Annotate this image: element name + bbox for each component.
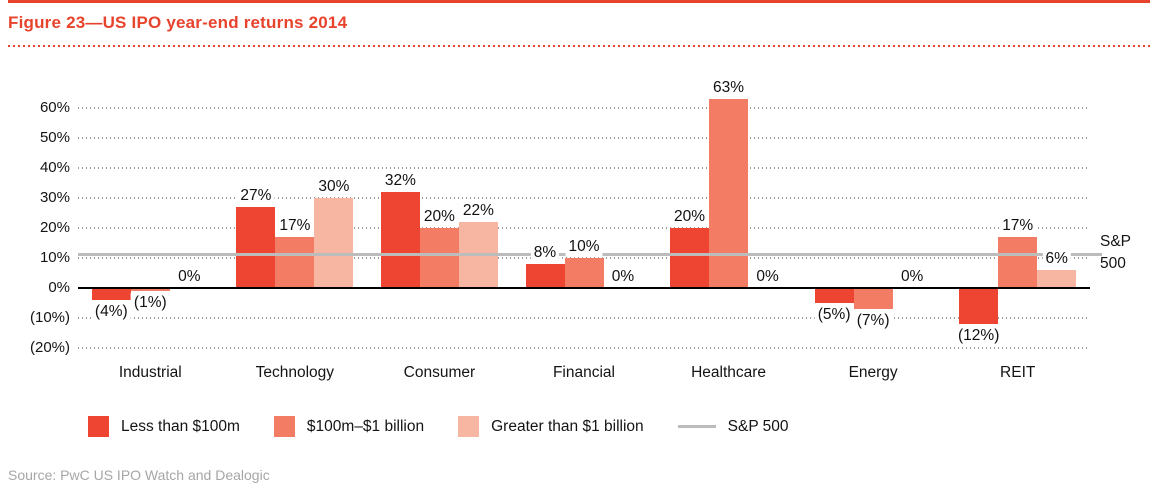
gridline--20pct (78, 347, 1090, 349)
bar-value-label: 17% (999, 216, 1037, 236)
legend-swatch (458, 416, 480, 437)
top-rule (8, 0, 1150, 3)
bar-value-label: (5%) (814, 305, 854, 325)
y-tick-label: 50% (39, 129, 70, 146)
category-label: Technology (255, 364, 335, 381)
title-dotted-rule (8, 45, 1150, 47)
bar-value-label: 0% (897, 267, 927, 287)
source-note: Source: PwC US IPO Watch and Dealogic (8, 467, 270, 483)
legend: Less than $100m $100m–$1 billion Greater t… (88, 416, 789, 437)
legend-label: Greater than $1 billion (491, 417, 644, 435)
bar (814, 288, 854, 303)
bar (1037, 270, 1077, 288)
legend-swatch (273, 416, 295, 437)
bar (853, 288, 893, 309)
y-tick-label: 10% (39, 249, 70, 266)
bar-value-label: (12%) (955, 326, 1003, 346)
bar (998, 237, 1038, 288)
category-label: Industrial (118, 364, 182, 381)
bar (380, 192, 420, 288)
bar-value-label: 6% (1042, 249, 1071, 269)
y-tick-label: (20%) (29, 339, 70, 356)
bar (314, 198, 354, 288)
category-label: Healthcare (691, 364, 767, 381)
y-tick-label: 30% (39, 189, 70, 206)
plot-area: (4%) 27% 32% 8% 20% (5%) (12%) (1%) 17% 20% 10% 63%… (78, 78, 1102, 349)
bar-value-label: 10% (565, 237, 603, 257)
y-tick-label: 20% (39, 219, 70, 236)
sp500-legend-line (677, 425, 716, 428)
bar (670, 228, 710, 288)
y-tick-label: 0% (48, 279, 70, 296)
legend-item-sp500: S&P 500 (677, 417, 789, 436)
bar (709, 99, 749, 288)
bar-value-label: 0% (175, 267, 204, 287)
bar-value-label: 0% (608, 267, 638, 287)
legend-swatch (88, 416, 109, 437)
gridline-50pct (78, 137, 1090, 139)
bar-value-label: 63% (710, 78, 748, 98)
gridline--10pct (78, 317, 1090, 319)
bar-value-label: (1%) (130, 293, 170, 313)
bar-value-label: 32% (381, 171, 419, 191)
bar (236, 207, 276, 288)
category-label: Financial (552, 364, 615, 381)
bar-value-label: 20% (671, 207, 709, 227)
legend-label: $100m–$1 billion (306, 417, 425, 435)
bar-value-label: 0% (753, 267, 782, 287)
bar-value-label: (4%) (91, 302, 131, 322)
legend-label: S&P 500 (727, 417, 789, 435)
bar (525, 264, 565, 288)
bar-value-label: 8% (530, 243, 560, 263)
gridline-60pct (78, 107, 1090, 109)
bar-value-label: 22% (459, 201, 497, 221)
bar (419, 228, 459, 288)
y-tick-label: (10%) (29, 309, 70, 326)
legend-item: $100m–$1 billion (273, 416, 425, 437)
bar (275, 237, 315, 288)
bar (959, 288, 999, 324)
y-tick-label: 40% (39, 159, 70, 176)
zero-axis-line (78, 287, 1090, 289)
category-label: Consumer (403, 364, 476, 381)
bar-value-label: 20% (420, 207, 458, 227)
gridline-40pct (78, 167, 1090, 169)
bar-value-label: 30% (315, 177, 353, 197)
figure-title: Figure 23—US IPO year-end returns 2014 (8, 13, 348, 32)
bar (91, 288, 131, 300)
legend-label: Less than $100m (121, 417, 240, 435)
bar-value-label: 17% (276, 216, 314, 236)
category-label: REIT (1000, 364, 1036, 381)
gridline-30pct (78, 197, 1090, 199)
bar-value-label: (7%) (853, 311, 893, 331)
legend-item: Less than $100m (88, 416, 240, 437)
category-label: Energy (848, 364, 898, 381)
legend-item: Greater than $1 billion (458, 416, 644, 437)
sp500-axis-label: S&P 500 (1100, 233, 1131, 272)
gridline-20pct (78, 227, 1090, 229)
y-tick-label: 60% (39, 99, 70, 116)
bar-value-label: 27% (237, 186, 275, 206)
bar (130, 288, 170, 291)
bar (564, 258, 604, 288)
